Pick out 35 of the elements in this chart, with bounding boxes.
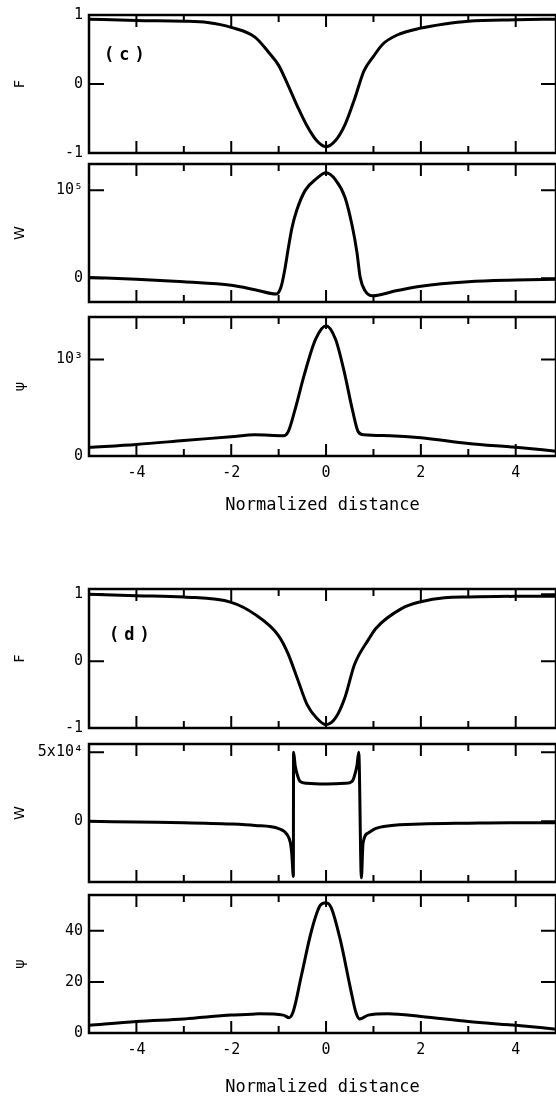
y-tick-label: 0 — [73, 651, 83, 670]
y-axis-title: F — [11, 654, 28, 663]
y-axis-title: ψ — [11, 381, 28, 392]
y-tick-label: -1 — [64, 142, 83, 161]
x-tick-label: 4 — [511, 1039, 521, 1058]
y-tick-label: 0 — [73, 1022, 83, 1041]
y-tick-label: 20 — [64, 971, 83, 990]
y-axis-title: W — [11, 225, 28, 240]
x-tick-label: 0 — [321, 462, 331, 481]
y-tick-label: 5x10⁴ — [37, 742, 83, 761]
x-axis-title: Normalized distance — [225, 494, 420, 515]
y-tick-label: 1 — [73, 4, 83, 23]
y-tick-label: 1 — [73, 584, 83, 603]
y-tick-label: -1 — [64, 717, 83, 736]
x-tick-label: -4 — [127, 1039, 146, 1058]
y-tick-label: 0 — [73, 811, 83, 830]
annotation: (c) — [104, 44, 150, 65]
y-tick-label: 0 — [73, 73, 83, 92]
y-tick-label: 10⁵ — [55, 180, 83, 199]
x-tick-label: -2 — [222, 1039, 241, 1058]
y-axis-title: F — [11, 79, 28, 89]
x-tick-label: 2 — [416, 462, 426, 481]
y-tick-label: 0 — [73, 268, 83, 287]
x-tick-label: -4 — [127, 462, 146, 481]
annotation: (d) — [109, 624, 155, 645]
y-tick-label: 40 — [64, 920, 83, 939]
x-tick-label: -2 — [222, 462, 241, 481]
y-tick-label: 10³ — [55, 349, 83, 368]
y-axis-title: W — [11, 805, 28, 820]
x-tick-label: 2 — [416, 1039, 426, 1058]
x-tick-label: 4 — [511, 462, 521, 481]
y-axis-title: ψ — [11, 959, 28, 969]
y-tick-label: 0 — [73, 445, 83, 464]
x-tick-label: 0 — [321, 1039, 331, 1058]
x-axis-title: Normalized distance — [225, 1076, 420, 1097]
